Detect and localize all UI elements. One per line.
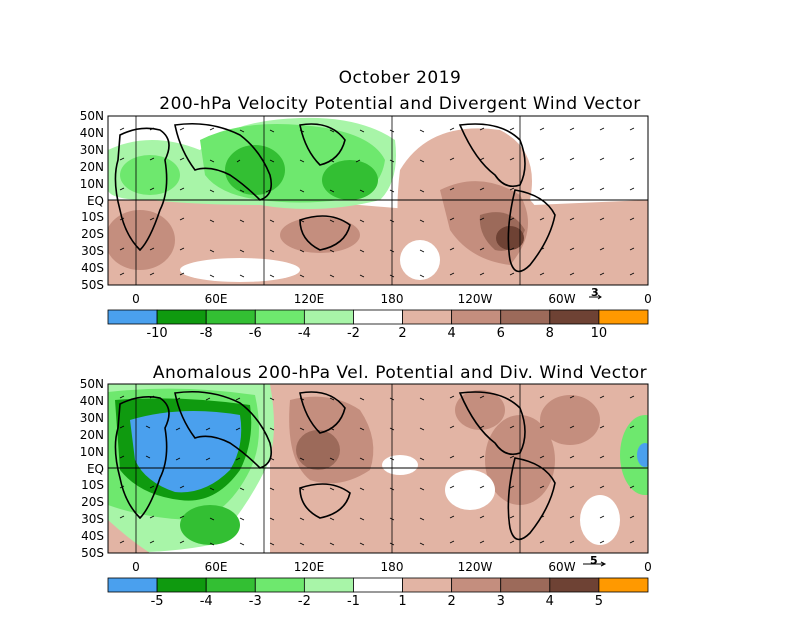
colorbar-swatch (549, 577, 600, 593)
colorbar-swatch (500, 309, 551, 325)
colorbar-label: -4 (297, 326, 311, 341)
panel2-title: Anomalous 200-hPa Vel. Potential and Div… (152, 363, 648, 383)
panel2-colorbar (107, 577, 649, 593)
lat-label: EQ (86, 193, 104, 208)
lat-label: 10S (81, 210, 104, 225)
lat-label: 40N (79, 125, 104, 140)
panel2-vector-scale: 5 (590, 554, 598, 567)
colorbar-swatch (549, 309, 600, 325)
colorbar-label: -4 (199, 594, 213, 609)
colorbar-label: 6 (496, 326, 505, 341)
lat-label: EQ (86, 461, 104, 476)
lat-label: 10S (81, 478, 104, 493)
lon-label: 60E (204, 560, 228, 574)
colorbar-swatch (402, 577, 453, 593)
colorbar-label: 2 (398, 326, 407, 341)
colorbar-swatch (254, 309, 305, 325)
panel1-colorbar (107, 309, 649, 325)
lon-label: 60W (548, 560, 576, 574)
colorbar-swatch (156, 309, 207, 325)
lat-label: 50N (79, 377, 104, 391)
colorbar-label: 5 (594, 594, 604, 609)
colorbar-label: 1 (398, 594, 407, 609)
panel1-vectors (119, 127, 635, 278)
lon-label: 60W (548, 292, 576, 306)
lat-label: 50N (79, 109, 104, 123)
lat-label: 10N (79, 444, 104, 459)
colorbar-label: 2 (447, 594, 456, 609)
colorbar-label: -5 (150, 594, 164, 609)
lat-label: 30S (81, 244, 104, 259)
lon-label: 180 (380, 292, 404, 306)
colorbar-swatch (598, 577, 649, 593)
lon-label: 120E (293, 560, 325, 574)
lat-label: 20S (81, 227, 104, 242)
panel2-vectors (119, 395, 635, 546)
colorbar-label: 4 (447, 326, 456, 341)
colorbar-swatch (303, 309, 354, 325)
colorbar-swatch (353, 309, 403, 325)
colorbar-label: -1 (346, 594, 360, 609)
colorbar-label: -8 (199, 326, 213, 341)
panel1-title: 200-hPa Velocity Potential and Divergent… (159, 94, 641, 114)
colorbar-label: -3 (248, 594, 262, 609)
lon-label: 180 (380, 560, 404, 574)
colorbar-swatch (451, 309, 502, 325)
colorbar-label: 8 (545, 326, 554, 341)
lon-label: 0 (132, 560, 140, 574)
lon-label: 60E (204, 292, 228, 306)
colorbar-label: -6 (248, 326, 262, 341)
colorbar-swatch (598, 309, 649, 325)
lat-label: 20S (81, 495, 104, 510)
panel2-grid (107, 383, 649, 554)
panel1-grid (107, 115, 649, 286)
colorbar-label: -2 (297, 594, 311, 609)
colorbar-swatch (205, 577, 256, 593)
colorbar-swatch (451, 577, 502, 593)
lat-label: 30S (81, 512, 104, 527)
lat-label: 50S (81, 278, 104, 292)
colorbar-swatch (107, 309, 158, 325)
panel2-fields (108, 384, 648, 553)
colorbar-swatch (205, 309, 256, 325)
lat-label: 30N (79, 410, 104, 425)
lat-label: 10N (79, 176, 104, 191)
panel1-vector-scale: 3 (591, 286, 599, 299)
lat-label: 20N (79, 427, 104, 442)
colorbar-swatch (107, 577, 158, 593)
colorbar-swatch (303, 577, 354, 593)
lon-label: 120E (293, 292, 325, 306)
lat-label: 50S (81, 546, 104, 560)
lon-label: 0 (132, 292, 140, 306)
colorbar-label: 4 (545, 594, 554, 609)
colorbar-swatch (353, 577, 403, 593)
lat-label: 20N (79, 159, 104, 174)
lon-label: 0 (644, 560, 652, 574)
colorbar-label: -2 (346, 326, 360, 341)
lon-label: 120W (457, 292, 493, 306)
lon-label: 120W (457, 560, 493, 574)
colorbar-label: -10 (146, 326, 168, 341)
lon-label: 0 (644, 292, 652, 306)
colorbar-swatch (500, 577, 551, 593)
panel1-fields (108, 116, 648, 285)
lat-label: 40N (79, 393, 104, 408)
colorbar-label: 3 (496, 594, 505, 609)
lat-label: 40S (81, 261, 104, 276)
lat-label: 30N (79, 142, 104, 157)
colorbar-swatch (254, 577, 305, 593)
page-title: October 2019 (338, 68, 462, 88)
lat-label: 40S (81, 529, 104, 544)
colorbar-swatch (156, 577, 207, 593)
colorbar-swatch (402, 309, 453, 325)
colorbar-label: 10 (590, 326, 608, 341)
